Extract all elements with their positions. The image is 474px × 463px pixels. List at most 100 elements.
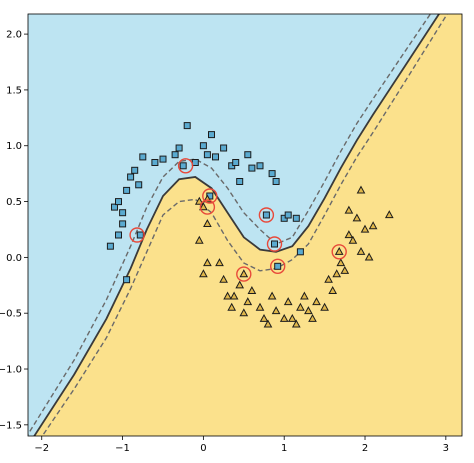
support-vector-ring [177, 158, 194, 174]
class1-triangle-point [194, 235, 204, 244]
y-axis: −1.5 −1.0 −0.5 0.0 0.5 1.0 1.5 2.0 [0, 30, 28, 431]
class0-square-point [262, 211, 270, 219]
class1-triangle-point [203, 258, 212, 267]
class1-triangle-point [352, 213, 362, 222]
x-tick-label: 0 [200, 443, 206, 454]
class1-triangle-point [194, 196, 204, 205]
class1-triangle-point [263, 319, 273, 328]
class0-square-point [232, 159, 240, 166]
class1-triangle-point [304, 306, 313, 315]
class1-triangle-point [340, 265, 350, 274]
class1-triangle-point [300, 291, 309, 300]
class0-square-point [115, 198, 122, 206]
class0-square-point [274, 262, 282, 270]
x-tick-label: 2 [362, 443, 368, 454]
class1-triangle-point [360, 224, 370, 233]
class0-square-point [244, 151, 252, 159]
class1-triangle-point [291, 319, 301, 328]
class0-square-point [111, 203, 118, 211]
class1-triangle-point [199, 269, 208, 278]
class0-square-point [136, 231, 144, 239]
class0-square-point [123, 276, 131, 284]
class0-square-point [106, 242, 114, 250]
class1-triangle-point [267, 291, 277, 300]
class0-square-point [220, 144, 228, 152]
class1-triangle-point [364, 252, 374, 261]
class0-square-point [296, 248, 304, 256]
decision-boundary-line [33, 14, 441, 436]
class0-square-point [183, 122, 191, 130]
class0-square-point [292, 214, 300, 222]
support-vector-rings [129, 158, 347, 282]
y-tick-label: 0.5 [6, 197, 22, 208]
class1-triangle-point [344, 205, 354, 214]
class1-triangle-point [356, 246, 366, 255]
class1-triangle-point [215, 258, 224, 267]
class1-triangle-point [287, 313, 297, 322]
x-tick-label: 3 [443, 443, 449, 454]
x-tick-label: 1 [281, 443, 287, 454]
class0-square-point [284, 211, 292, 219]
class1-triangle-point [271, 306, 281, 315]
class1-triangle-point [368, 221, 378, 230]
class1-triangle-point [229, 291, 239, 300]
class1-triangle-point [203, 219, 212, 227]
class1-triangle-point [227, 302, 237, 311]
class0-square-point [175, 144, 183, 152]
support-vector-ring [199, 199, 216, 215]
y-tick-label: 2.0 [6, 30, 22, 41]
x-axis: −2 −1 0 1 2 3 [34, 436, 449, 454]
class0-square-point [212, 153, 219, 161]
class0-square-point [159, 155, 167, 163]
class1-triangle-point [328, 286, 338, 294]
class0-square-point [135, 181, 143, 189]
support-vector-ring [258, 207, 275, 223]
class0-square-point [256, 162, 264, 170]
class0-square-point [208, 131, 215, 139]
class1-triangle-point [336, 258, 346, 267]
class0-square-point [123, 186, 131, 194]
class0-square-point [115, 231, 122, 239]
class1-triangle-point [199, 202, 208, 211]
x-tick-label: −1 [115, 443, 130, 454]
class1-triangle-point [223, 291, 232, 300]
support-vector-ring [202, 188, 218, 204]
class1-triangle-point [243, 297, 253, 306]
class0-square-point [119, 209, 127, 217]
class1-triangle-point [279, 313, 289, 322]
class1-triangle-point [332, 269, 342, 278]
class1-triangle-point [384, 210, 394, 219]
class0-square-point [271, 240, 278, 248]
y-tick-label: 1.5 [6, 85, 22, 96]
class1-triangle-point [239, 269, 249, 278]
class1-triangle-point [312, 297, 321, 306]
class0-square-point [199, 142, 207, 150]
support-vector-ring [129, 227, 145, 243]
class1-triangle-point [247, 286, 257, 294]
class0-square-point [151, 159, 159, 166]
support-vector-ring [270, 258, 286, 274]
class0-square-point [179, 162, 187, 170]
y-tick-label: −1.5 [0, 420, 22, 431]
y-tick-label: 0.0 [6, 253, 22, 264]
class0-square-point [119, 220, 127, 228]
class0-square-point [272, 178, 280, 185]
margin-upper-line [28, 14, 432, 436]
class1-triangle-point [308, 313, 317, 322]
margin-lower-line [41, 14, 449, 436]
y-tick-label: −0.5 [0, 309, 22, 320]
class1-triangle-point [296, 302, 305, 311]
support-vector-ring [266, 236, 283, 252]
class1-triangle-point [239, 308, 249, 317]
class0-square-point [171, 151, 179, 159]
plot-frame [27, 13, 463, 437]
class0-square-point [139, 153, 147, 161]
y-tick-label: −1.0 [0, 365, 22, 376]
class1-triangle-point [259, 313, 269, 322]
class0-square-point [248, 164, 256, 172]
class1-triangle-point [255, 302, 265, 311]
class1-triangle-point [334, 246, 344, 255]
markers-group [106, 122, 394, 328]
x-tick-label: −2 [34, 443, 49, 454]
